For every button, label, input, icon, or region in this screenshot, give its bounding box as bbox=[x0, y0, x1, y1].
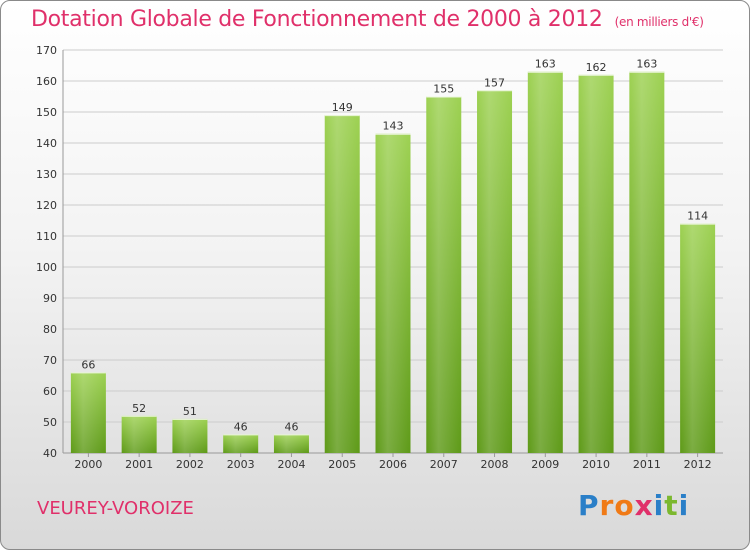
y-tick-label: 120 bbox=[36, 199, 57, 212]
proxiti-logo[interactable]: Proxiti bbox=[578, 489, 689, 522]
bar-shine bbox=[70, 372, 106, 453]
bar-shine bbox=[426, 96, 462, 453]
x-tick-label: 2012 bbox=[684, 458, 712, 471]
bar-shine bbox=[375, 133, 411, 453]
y-tick-label: 80 bbox=[43, 323, 57, 336]
value-label: 155 bbox=[433, 83, 454, 96]
y-tick-label: 140 bbox=[36, 137, 57, 150]
y-tick-label: 130 bbox=[36, 168, 57, 181]
bar-shine bbox=[172, 418, 208, 453]
bar-shine bbox=[680, 223, 716, 453]
logo-letter: P bbox=[578, 489, 600, 522]
y-tick-label: 160 bbox=[36, 75, 57, 88]
value-label: 143 bbox=[383, 120, 404, 133]
logo-letter: x bbox=[634, 489, 654, 522]
y-tick-label: 170 bbox=[36, 44, 57, 57]
commune-name: VEUREY-VOROIZE bbox=[37, 498, 194, 519]
label-layer: 66 2000 52 2001 51 2002 46 2003 46 2004 149 2005 143… bbox=[74, 58, 711, 471]
y-tick-label: 90 bbox=[43, 292, 57, 305]
bar-shine bbox=[121, 415, 157, 453]
bar-shine bbox=[273, 434, 309, 453]
bar-shine bbox=[527, 71, 563, 453]
axis-layer: 40 50 60 70 80 90 100 110 120 130 140 150 160 170 bbox=[36, 44, 723, 460]
chart-title-text: Dotation Globale de Fonctionnement de 20… bbox=[31, 7, 603, 32]
value-label: 157 bbox=[484, 76, 505, 89]
x-tick-label: 2005 bbox=[328, 458, 356, 471]
chart-title: Dotation Globale de Fonctionnement de 20… bbox=[31, 7, 704, 32]
y-tick-label: 100 bbox=[36, 261, 57, 274]
bar-shine bbox=[324, 115, 360, 453]
value-label: 114 bbox=[687, 210, 708, 223]
x-tick-label: 2011 bbox=[633, 458, 661, 471]
value-label: 162 bbox=[586, 61, 607, 74]
x-tick-label: 2007 bbox=[430, 458, 458, 471]
x-tick-label: 2002 bbox=[176, 458, 204, 471]
x-tick-label: 2010 bbox=[582, 458, 610, 471]
value-label: 163 bbox=[636, 58, 657, 71]
logo-letter: i bbox=[653, 489, 665, 522]
x-tick-label: 2000 bbox=[74, 458, 102, 471]
y-tick-label: 50 bbox=[43, 416, 57, 429]
x-tick-label: 2004 bbox=[277, 458, 305, 471]
value-label: 51 bbox=[183, 405, 197, 418]
x-tick-label: 2008 bbox=[481, 458, 509, 471]
y-tick-label: 150 bbox=[36, 106, 57, 119]
x-tick-label: 2006 bbox=[379, 458, 407, 471]
value-label: 46 bbox=[234, 420, 248, 433]
bar-shine bbox=[223, 434, 259, 453]
logo-letter: r bbox=[599, 489, 615, 522]
value-label: 46 bbox=[284, 420, 298, 433]
value-label: 52 bbox=[132, 402, 146, 415]
logo-letter: i bbox=[678, 489, 690, 522]
y-tick-label: 60 bbox=[43, 385, 57, 398]
bar-shine bbox=[629, 71, 665, 453]
x-tick-label: 2009 bbox=[531, 458, 559, 471]
value-label: 163 bbox=[535, 58, 556, 71]
logo-letter: o bbox=[614, 489, 635, 522]
x-tick-label: 2001 bbox=[125, 458, 153, 471]
y-tick-label: 110 bbox=[36, 230, 57, 243]
bar-shine bbox=[477, 90, 513, 454]
value-label: 66 bbox=[81, 358, 95, 371]
chart-unit: (en milliers d'€) bbox=[614, 15, 704, 29]
bar-shine bbox=[578, 74, 614, 454]
x-tick-label: 2003 bbox=[227, 458, 255, 471]
y-tick-label: 70 bbox=[43, 354, 57, 367]
logo-letter: t bbox=[664, 489, 679, 522]
value-label: 149 bbox=[332, 101, 353, 114]
y-tick-label: 40 bbox=[43, 447, 57, 460]
bar-layer bbox=[70, 71, 716, 454]
